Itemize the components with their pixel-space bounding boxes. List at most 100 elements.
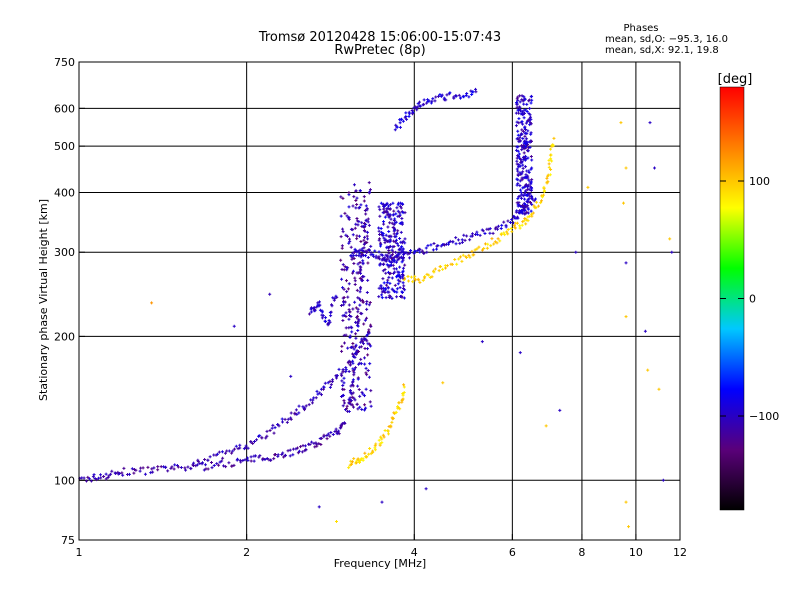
trace-point [315, 389, 319, 393]
trace-point [294, 447, 298, 451]
column-point [523, 111, 527, 115]
trace-point [432, 270, 436, 274]
column-point [340, 277, 344, 281]
trace-point [431, 97, 435, 101]
column-point [523, 134, 527, 138]
trace-point [344, 368, 348, 372]
trace-point [339, 426, 343, 430]
column-point [387, 234, 391, 238]
column-point [348, 334, 352, 338]
column-point [363, 318, 367, 322]
column-point [393, 283, 397, 287]
column-point [358, 405, 362, 409]
column-point [364, 406, 368, 410]
scatter-point [544, 424, 548, 428]
column-point [342, 376, 346, 380]
trace-point [166, 469, 170, 473]
column-point [392, 239, 396, 243]
scatter-point [317, 505, 321, 509]
column-point [388, 281, 392, 285]
column-point [521, 170, 525, 174]
trace-point [380, 437, 384, 441]
trace-point [485, 246, 489, 250]
column-point [395, 206, 399, 210]
column-point [351, 233, 355, 237]
trace-point [464, 255, 468, 259]
column-point [527, 178, 531, 182]
trace-point [387, 432, 391, 436]
column-point [392, 289, 396, 293]
trace-point [468, 255, 472, 259]
column-point [342, 300, 346, 304]
column-point [349, 399, 353, 403]
column-point [361, 300, 365, 304]
column-point [358, 205, 362, 209]
trace-point [418, 104, 422, 108]
column-point [363, 362, 367, 366]
trace-point [354, 343, 358, 347]
column-point [522, 102, 526, 106]
column-point [349, 314, 353, 318]
trace-point [520, 223, 524, 227]
column-point [362, 238, 366, 242]
trace-point [270, 426, 274, 430]
column-point [530, 166, 534, 170]
column-point [356, 321, 360, 325]
column-point [387, 229, 391, 233]
column-point [528, 194, 532, 198]
column-point [343, 211, 347, 215]
trace-point [521, 220, 525, 224]
trace-point [448, 239, 452, 243]
trace-point [379, 435, 383, 439]
column-point [343, 265, 347, 269]
trace-point [403, 116, 407, 120]
trace-point [430, 99, 434, 103]
column-point [351, 355, 355, 359]
column-point [391, 250, 395, 254]
trace-point [352, 347, 356, 351]
scatter-point [480, 340, 484, 344]
column-point [342, 381, 346, 385]
trace-point [288, 454, 292, 458]
column-point [361, 298, 365, 302]
column-point [525, 210, 529, 214]
column-point [350, 345, 354, 349]
trace-point [472, 253, 476, 257]
column-point [516, 108, 520, 112]
column-point [403, 237, 407, 241]
column-point [351, 269, 355, 273]
column-point [524, 128, 528, 132]
column-point [347, 303, 351, 307]
trace-point [459, 96, 463, 100]
trace-point [373, 448, 377, 452]
trace-point [498, 239, 502, 243]
trace-point [503, 233, 507, 237]
trace-point [99, 476, 103, 480]
trace-point [423, 276, 427, 280]
column-point [350, 403, 354, 407]
column-point [365, 339, 369, 343]
column-point [365, 300, 369, 304]
column-point [388, 203, 392, 207]
column-point [377, 250, 381, 254]
trace-point [372, 254, 376, 258]
trace-point [109, 472, 113, 476]
column-point [397, 248, 401, 252]
trace-point [404, 251, 408, 255]
trace-point [510, 218, 514, 222]
phases-o-stats: mean, sd,O: −95.3, 16.0 [605, 34, 728, 45]
column-point [356, 271, 360, 275]
column-point [516, 129, 520, 133]
column-point [523, 212, 527, 216]
chart-subtitle: RwPretec (8p) [334, 43, 425, 58]
trace-point [241, 459, 245, 463]
trace-point [524, 222, 528, 226]
x-tick-label: 12 [673, 546, 687, 559]
column-point [355, 217, 359, 221]
column-point [344, 370, 348, 374]
trace-point [150, 467, 154, 471]
trace-point [184, 468, 188, 472]
trace-point [280, 417, 284, 421]
column-point [347, 326, 351, 330]
column-point [347, 282, 351, 286]
